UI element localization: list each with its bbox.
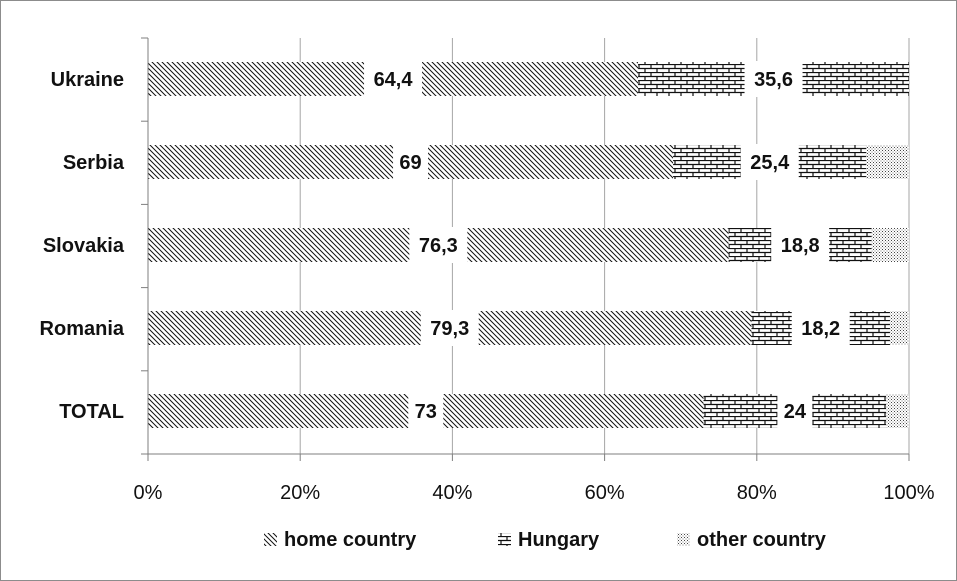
legend-label-other-country: other country — [697, 529, 827, 551]
category-label-ukraine: Ukraine — [51, 69, 124, 91]
legend: home country Hungary other country — [264, 529, 827, 551]
data-label-bg — [777, 393, 813, 429]
data-label-bg — [771, 227, 830, 263]
bar-other-country-total — [886, 394, 909, 428]
x-tick-label: 80% — [737, 482, 777, 504]
category-label-slovakia: Slovakia — [43, 235, 125, 257]
legend-swatch-other-country — [677, 533, 690, 546]
x-tick-label: 0% — [134, 482, 163, 504]
data-label-home-country-serbia: 69 — [399, 152, 421, 174]
data-label-home-country-slovakia: 76,3 — [419, 235, 458, 257]
data-label-home-country-romania: 79,3 — [430, 318, 469, 340]
category-label-serbia: Serbia — [63, 152, 125, 174]
legend-label-home-country: home country — [284, 529, 417, 551]
legend-label-hungary: Hungary — [518, 529, 600, 551]
data-label-bg — [393, 144, 429, 180]
data-label-bg — [791, 310, 850, 346]
data-label-bg — [364, 61, 423, 97]
x-tick-label: 60% — [585, 482, 625, 504]
data-label-bg — [740, 144, 799, 180]
x-tick-label: 100% — [883, 482, 934, 504]
data-label-home-country-ukraine: 64,4 — [374, 69, 414, 91]
data-label-bg — [408, 393, 444, 429]
bar-other-country-slovakia — [871, 228, 909, 262]
data-label-bg — [420, 310, 479, 346]
x-tick-label: 20% — [280, 482, 320, 504]
data-label-hungary-serbia: 25,4 — [750, 152, 790, 174]
bar-other-country-romania — [889, 311, 909, 345]
data-label-hungary-ukraine: 35,6 — [754, 69, 793, 91]
data-label-home-country-total: 73 — [415, 401, 437, 423]
category-label-total: TOTAL — [59, 401, 124, 423]
data-label-bg — [409, 227, 468, 263]
data-label-hungary-slovakia: 18,8 — [781, 235, 820, 257]
x-tick-label: 40% — [432, 482, 472, 504]
bar-other-country-serbia — [866, 145, 909, 179]
data-label-bg — [744, 61, 803, 97]
data-label-hungary-total: 24 — [784, 401, 807, 423]
axes: 0% 20% 40% 60% 80% 100% Ukraine Serbia Slovakia R… — [40, 37, 935, 504]
category-label-romania: Romania — [40, 318, 125, 340]
legend-swatch-hungary — [498, 533, 511, 546]
legend-swatch-home-country — [264, 533, 277, 546]
data-label-hungary-romania: 18,2 — [801, 318, 840, 340]
data-labels: 64,4 35,6 69 25,4 76,3 18,8 79,3 18,2 73 24 — [364, 61, 850, 429]
